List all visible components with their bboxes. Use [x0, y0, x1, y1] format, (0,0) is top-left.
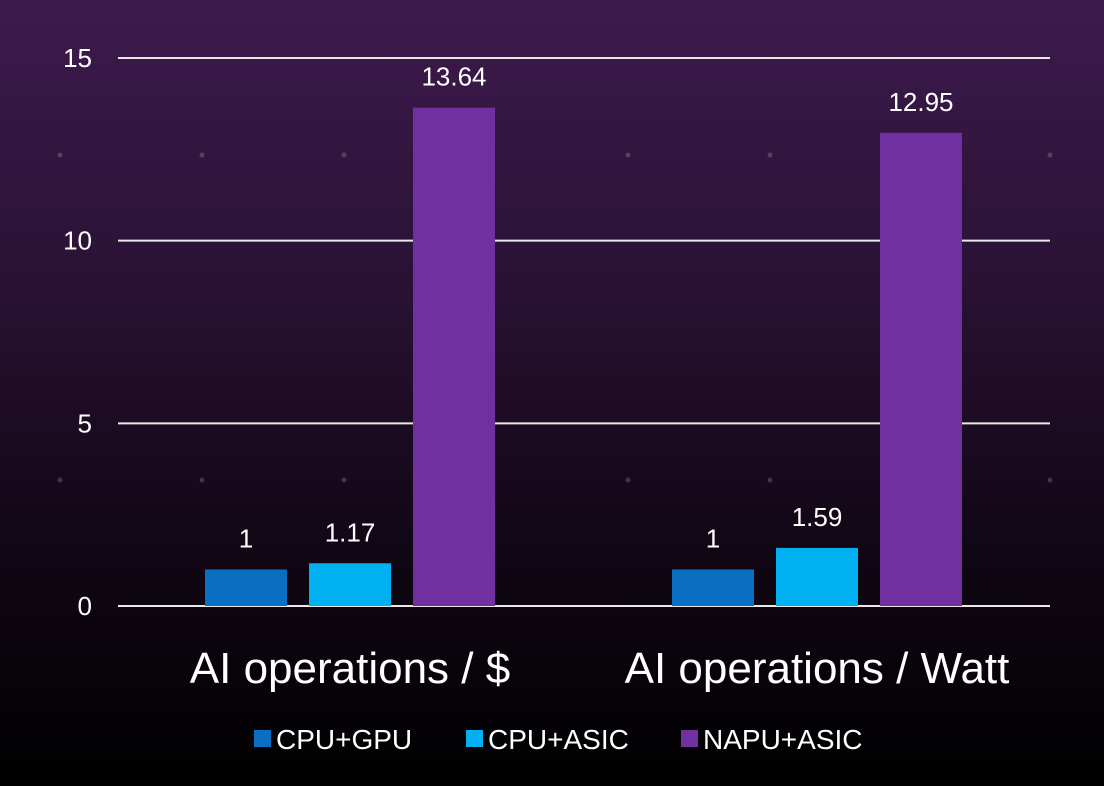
data-label: 1.59 [792, 502, 843, 532]
data-label: 1 [706, 523, 720, 553]
data-label: 1.17 [325, 517, 376, 547]
data-label: 1 [239, 523, 253, 553]
category-label: AI operations / Watt [625, 644, 1010, 693]
background-dot [1047, 477, 1053, 483]
background-dot [199, 477, 205, 483]
bar [880, 132, 962, 607]
background-dot [767, 152, 773, 158]
y-tick-label: 10 [63, 226, 92, 256]
legend-swatch [466, 730, 483, 747]
legend-swatch [254, 730, 271, 747]
background-dot [1047, 152, 1053, 158]
data-label: 12.95 [888, 87, 953, 117]
category-label: AI operations / $ [190, 644, 510, 693]
bar [413, 107, 495, 606]
bar [205, 569, 287, 606]
bar [672, 569, 754, 606]
legend-label: CPU+ASIC [488, 724, 629, 755]
y-tick-label: 0 [78, 591, 92, 621]
legend-label: NAPU+ASIC [703, 724, 863, 755]
background-dot [199, 152, 205, 158]
legend-label: CPU+GPU [276, 724, 412, 755]
bar [776, 547, 858, 606]
background-dot [57, 477, 63, 483]
y-tick-label: 5 [78, 408, 92, 438]
bar [309, 563, 391, 606]
background-dot [767, 477, 773, 483]
background-dot [625, 477, 631, 483]
background-dot [341, 477, 347, 483]
background-dot [625, 152, 631, 158]
legend-swatch [681, 730, 698, 747]
y-tick-label: 15 [63, 43, 92, 73]
data-label: 13.64 [421, 62, 486, 92]
background-dot [57, 152, 63, 158]
background-dot [341, 152, 347, 158]
